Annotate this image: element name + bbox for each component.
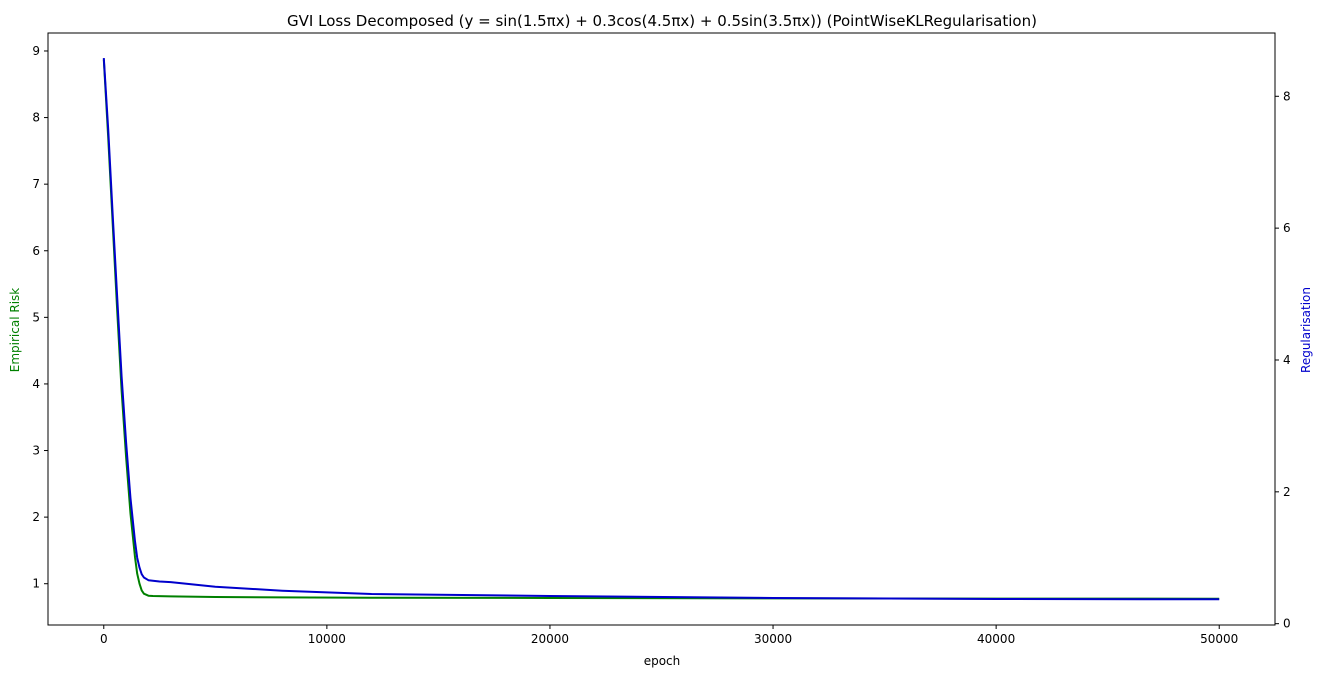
y-left-tick-label: 1 — [32, 577, 40, 591]
y-axis-left: 1 2 3 4 5 6 7 8 9 — [32, 44, 48, 591]
chart-title: GVI Loss Decomposed (y = sin(1.5πx) + 0.… — [287, 12, 1037, 30]
y-left-tick-label: 6 — [32, 244, 40, 258]
plot-area-border — [47, 32, 1276, 626]
series-layer — [102, 58, 1220, 601]
x-axis: 0 10000 20000 30000 40000 50000 — [100, 625, 1238, 646]
y-right-tick-label: 0 — [1283, 617, 1291, 631]
x-axis-title: epoch — [644, 654, 681, 668]
plot-frame — [47, 32, 1276, 626]
y-right-tick-label: 2 — [1283, 485, 1291, 499]
x-tick-label: 20000 — [531, 632, 569, 646]
series-line-empirical-risk — [102, 59, 1220, 600]
y-left-tick-label: 4 — [32, 377, 40, 391]
y-left-tick-label: 3 — [32, 444, 40, 458]
x-tick-label: 40000 — [977, 632, 1015, 646]
x-tick-label: 50000 — [1200, 632, 1238, 646]
y-right-tick-label: 8 — [1283, 89, 1291, 103]
y-left-tick-label: 7 — [32, 177, 40, 191]
y-axis-right: 0 2 4 6 8 — [1275, 89, 1291, 631]
y-axis-left-title: Empirical Risk — [8, 288, 22, 373]
y-axis-right-title: Regularisation — [1299, 287, 1313, 373]
y-left-tick-label: 9 — [32, 44, 40, 58]
y-left-tick-label: 2 — [32, 510, 40, 524]
series-line-regularisation — [102, 58, 1220, 601]
x-tick-label: 0 — [100, 632, 108, 646]
y-left-tick-label: 8 — [32, 111, 40, 125]
x-tick-label: 30000 — [754, 632, 792, 646]
y-left-tick-label: 5 — [32, 310, 40, 324]
y-right-tick-label: 4 — [1283, 353, 1291, 367]
y-right-tick-label: 6 — [1283, 221, 1291, 235]
x-tick-label: 10000 — [308, 632, 346, 646]
